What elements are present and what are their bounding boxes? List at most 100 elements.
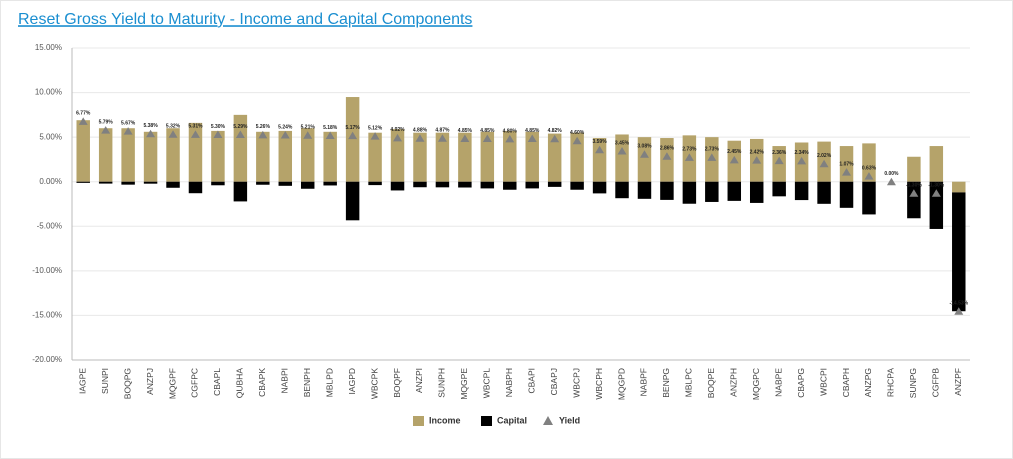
bar-segment [615,181,629,199]
data-label: 5.30% [211,124,226,130]
yield-marker [617,146,627,155]
y-tick-label: 10.00% [35,88,62,97]
y-tick-label: 5.00% [39,132,62,141]
yield-marker [527,134,537,142]
data-label: 5.12% [368,125,383,131]
bar-segment [907,156,921,182]
yield-marker [595,145,605,154]
yield-marker [707,153,717,161]
data-label: 2.34% [795,150,810,156]
bar-segment [525,181,539,189]
bar-segment [98,128,113,182]
x-tick-label: QUBHA [235,368,245,399]
bar-segment [929,181,944,229]
data-label: 4.88% [413,128,428,134]
x-tick-label: MQGPE [459,368,469,400]
yield-marker [280,131,290,139]
data-label: 4.85% [458,128,473,134]
yield-marker [101,126,111,134]
yield-marker [213,130,223,138]
data-label: 4.85% [480,128,495,134]
data-label: -14.53% [949,301,968,307]
data-label: 5.38% [143,123,158,129]
yield-marker [797,156,807,165]
yield-marker [684,153,694,161]
data-label: -1.30% [928,183,944,189]
bar-segment [166,128,180,182]
bar-segment [570,181,584,190]
bar-segment [480,131,495,182]
y-tick-label: 15.00% [35,43,62,52]
bar-segment [413,132,427,182]
bar-segment [637,137,652,182]
bar-segment [772,181,786,197]
x-tick-label: IAGPD [347,368,357,394]
bar-segment [211,130,225,182]
bar-segment [929,146,944,182]
bar-segment [435,181,450,188]
bar-segment [323,131,337,182]
x-tick-label: ANZPF [953,368,963,396]
bar-segment [435,132,450,182]
data-label: 5.17% [346,125,361,131]
data-label: 0.00% [884,171,899,177]
bar-segment [368,181,382,186]
data-label: 2.86% [660,146,675,152]
bar-segment [660,138,674,182]
data-label: 2.02% [817,153,832,159]
x-tick-label: NABPE [773,368,783,397]
x-tick-label: MQGPD [616,368,626,400]
yield-marker [505,134,515,143]
yield-marker [393,133,403,142]
bar-segment [907,181,921,219]
data-label: 5.67% [121,120,136,126]
bar-segment [188,181,203,194]
bar-segment [480,181,495,189]
x-tick-label: CBAPI [526,368,536,394]
yield-marker [550,134,560,143]
chart-title[interactable]: Reset Gross Yield to Maturity - Income a… [18,11,472,28]
bar-segment [705,181,719,202]
bar-segment [503,130,517,182]
data-label: 4.82% [548,128,563,134]
yield-marker [370,132,380,140]
bar-segment [76,181,90,183]
x-tick-label: MBLPD [324,368,334,397]
bar-segment [862,181,876,215]
yield-marker [864,172,874,180]
x-tick-label: BOQPG [122,368,132,399]
bar-segment [233,181,248,202]
data-label: 5.31% [188,124,203,130]
y-tick-label: 0.00% [39,177,62,186]
data-label: 2.42% [750,149,765,155]
x-tick-label: MQGPF [167,368,177,399]
bar-segment [794,181,809,201]
x-tick-label: WBCPJ [571,368,581,398]
bar-segment [323,181,337,186]
x-tick-label: WBCPI [818,368,828,396]
x-tick-label: NABPH [504,368,514,397]
yield-marker [235,130,245,139]
data-label: 2.36% [772,150,787,156]
bar-segment [233,114,248,182]
bar-segment [952,181,966,193]
bar-segment [413,181,427,188]
bar-segment [503,181,517,190]
data-label: 4.80% [503,128,518,134]
data-label: 2.73% [705,147,720,153]
data-label: 1.07% [839,162,854,168]
x-tick-label: IAGPE [77,368,87,394]
data-label: 4.92% [390,127,405,133]
y-tick-label: -10.00% [32,266,62,275]
bar-segment [592,138,607,182]
yield-marker [258,130,268,139]
legend-label: Yield [559,415,580,425]
yield-marker [123,127,133,135]
yield-marker [325,131,335,140]
data-label: 5.29% [233,124,248,130]
x-tick-label: CBAPH [841,368,851,397]
x-tick-label: CBAPL [212,368,222,396]
x-tick-label: BENPG [661,368,671,398]
yield-marker [639,150,649,158]
yield-marker [303,131,313,139]
